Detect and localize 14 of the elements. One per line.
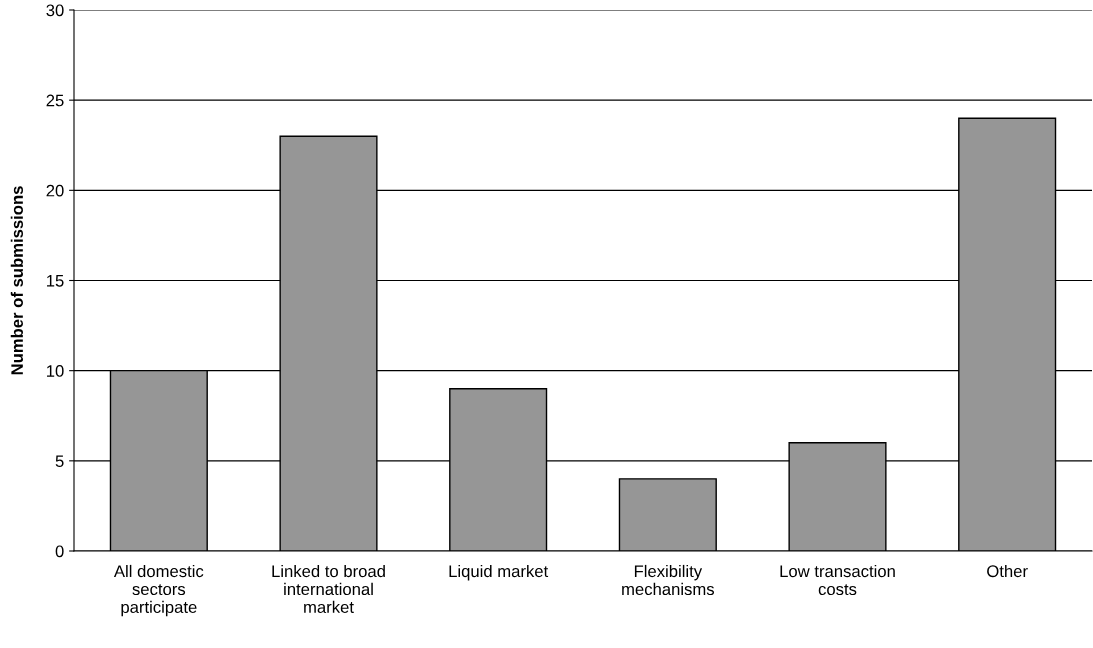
y-tick-label: 30: [46, 4, 64, 17]
y-tick-label: 15: [47, 275, 64, 287]
x-tick-label: All domestic sectors participate: [113, 564, 204, 617]
x-tick-label: Linked to broad international market: [272, 564, 385, 614]
y-axis-title: Number of submissions: [10, 186, 23, 375]
x-tick-label: Liquid market: [449, 564, 549, 581]
y-tick-label: 20: [46, 184, 64, 197]
y-tick-label: 10: [47, 365, 64, 377]
y-tick-label: 0: [55, 545, 64, 558]
x-tick-label: Low transaction costs: [780, 564, 895, 596]
x-tick-label: Flexibility mechanisms: [622, 564, 715, 596]
x-tick-label: Other: [987, 564, 1028, 578]
y-tick-label: 25: [46, 94, 64, 107]
y-tick-label: 5: [55, 455, 64, 468]
